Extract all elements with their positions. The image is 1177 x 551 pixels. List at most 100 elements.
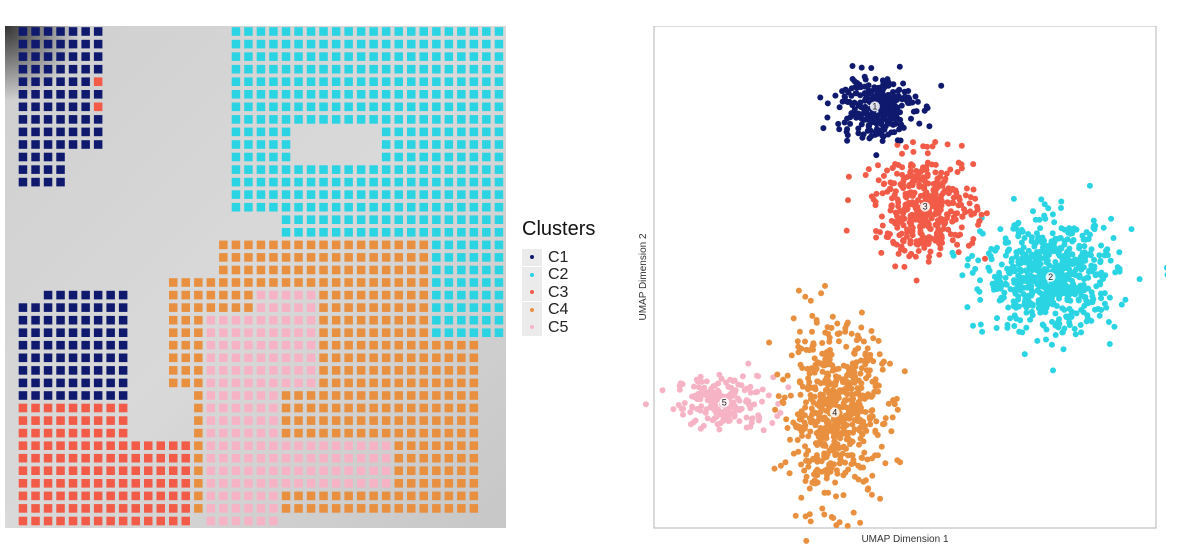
spot-c4 xyxy=(194,441,203,450)
spot-c4 xyxy=(381,366,391,375)
umap-point-cluster-2 xyxy=(1016,266,1022,273)
spot-c2 xyxy=(444,90,454,99)
umap-point-cluster-4 xyxy=(803,399,809,406)
spot-c4 xyxy=(294,416,303,425)
spot-c5 xyxy=(294,303,303,312)
umap-point-cluster-3 xyxy=(912,214,919,221)
umap-point-cluster-1 xyxy=(855,102,862,109)
spot-c4 xyxy=(432,366,441,375)
spot-c5 xyxy=(219,441,228,450)
spot-c3 xyxy=(106,466,115,475)
spot-c4 xyxy=(181,353,190,363)
umap-point-cluster-3 xyxy=(898,244,905,251)
umap-point-cluster-5 xyxy=(769,420,776,426)
spot-c2 xyxy=(281,190,291,199)
umap-point-cluster-5 xyxy=(754,388,761,395)
spot-c4 xyxy=(181,340,190,350)
spot-c2 xyxy=(494,303,504,312)
spot-c1 xyxy=(43,328,53,337)
umap-point-cluster-5 xyxy=(701,384,708,391)
spot-c2 xyxy=(356,77,366,86)
spot-c2 xyxy=(407,77,416,86)
spot-c5 xyxy=(231,428,241,438)
umap-point-cluster-3 xyxy=(934,175,941,182)
spot-c2 xyxy=(294,165,303,174)
umap-point-cluster-4 xyxy=(871,388,878,395)
umap-point-cluster-2 xyxy=(1097,257,1104,264)
umap-point-cluster-4 xyxy=(809,328,815,335)
umap-point-cluster-2 xyxy=(1081,294,1088,300)
spot-c4 xyxy=(281,403,291,413)
spot-c2 xyxy=(231,127,241,137)
spot-c4 xyxy=(344,378,353,388)
spot-c2 xyxy=(394,140,403,149)
spot-c4 xyxy=(344,391,353,400)
umap-point-cluster-2 xyxy=(1081,287,1088,294)
umap-point-cluster-2 xyxy=(1163,264,1166,271)
umap-point-cluster-5 xyxy=(731,413,738,420)
spot-c2 xyxy=(394,202,403,212)
spot-c5 xyxy=(231,453,241,463)
cluster-label-bg xyxy=(869,101,880,112)
spot-c4 xyxy=(444,428,454,438)
spot-c3 xyxy=(93,102,103,112)
spot-c1 xyxy=(106,353,115,363)
spot-c4 xyxy=(419,416,428,425)
umap-point-cluster-4 xyxy=(790,315,797,322)
umap-point-cluster-4 xyxy=(836,460,843,467)
spot-c2 xyxy=(294,190,303,199)
umap-point-cluster-3 xyxy=(875,162,881,169)
umap-point-cluster-3 xyxy=(970,236,977,242)
spot-c2 xyxy=(419,39,428,49)
umap-point-cluster-4 xyxy=(843,343,850,350)
spot-c1 xyxy=(31,39,40,49)
spot-c1 xyxy=(81,315,90,325)
spot-c3 xyxy=(106,416,115,425)
umap-point-cluster-5 xyxy=(736,418,743,425)
umap-point-cluster-3 xyxy=(900,178,907,185)
spot-c2 xyxy=(306,190,316,199)
umap-point-cluster-2 xyxy=(1104,252,1111,259)
spot-c3 xyxy=(144,491,153,501)
umap-point-cluster-2 xyxy=(1084,312,1091,319)
umap-point-cluster-4 xyxy=(829,447,836,454)
spot-c4 xyxy=(407,416,416,425)
spot-c5 xyxy=(256,466,266,475)
spot-c5 xyxy=(344,453,353,463)
umap-point-cluster-2 xyxy=(972,265,979,272)
umap-point-cluster-4 xyxy=(798,494,805,501)
spot-c2 xyxy=(444,278,454,287)
umap-point-cluster-3 xyxy=(937,215,944,222)
spot-c2 xyxy=(432,77,441,86)
spot-c1 xyxy=(18,39,28,49)
spot-c2 xyxy=(494,228,504,237)
umap-point-cluster-2 xyxy=(1028,276,1035,283)
spot-c4 xyxy=(194,504,203,513)
umap-point-cluster-2 xyxy=(1105,319,1112,325)
umap-point-cluster-4 xyxy=(847,379,853,386)
umap-point-cluster-2 xyxy=(1055,324,1062,331)
spot-c2 xyxy=(381,52,391,61)
spot-c3 xyxy=(81,403,90,413)
umap-point-cluster-4 xyxy=(860,338,867,345)
umap-point-cluster-4 xyxy=(866,367,873,374)
umap-point-cluster-3 xyxy=(908,173,915,180)
spot-c4 xyxy=(356,428,366,438)
umap-point-cluster-4 xyxy=(814,418,821,425)
umap-point-cluster-4 xyxy=(836,519,843,526)
spot-c1 xyxy=(18,303,28,312)
umap-point-cluster-3 xyxy=(958,142,965,149)
spot-c4 xyxy=(444,340,454,350)
spot-c2 xyxy=(369,115,378,124)
spot-c5 xyxy=(219,504,228,513)
spot-c4 xyxy=(394,378,403,388)
umap-point-cluster-5 xyxy=(697,425,704,432)
spot-c3 xyxy=(181,516,190,526)
umap-point-cluster-4 xyxy=(835,338,842,345)
spot-c2 xyxy=(494,102,504,112)
umap-point-cluster-4 xyxy=(839,387,846,394)
spot-c4 xyxy=(457,403,466,413)
spot-c2 xyxy=(457,177,466,187)
spot-c2 xyxy=(269,127,278,137)
umap-point-cluster-2 xyxy=(1087,231,1093,238)
